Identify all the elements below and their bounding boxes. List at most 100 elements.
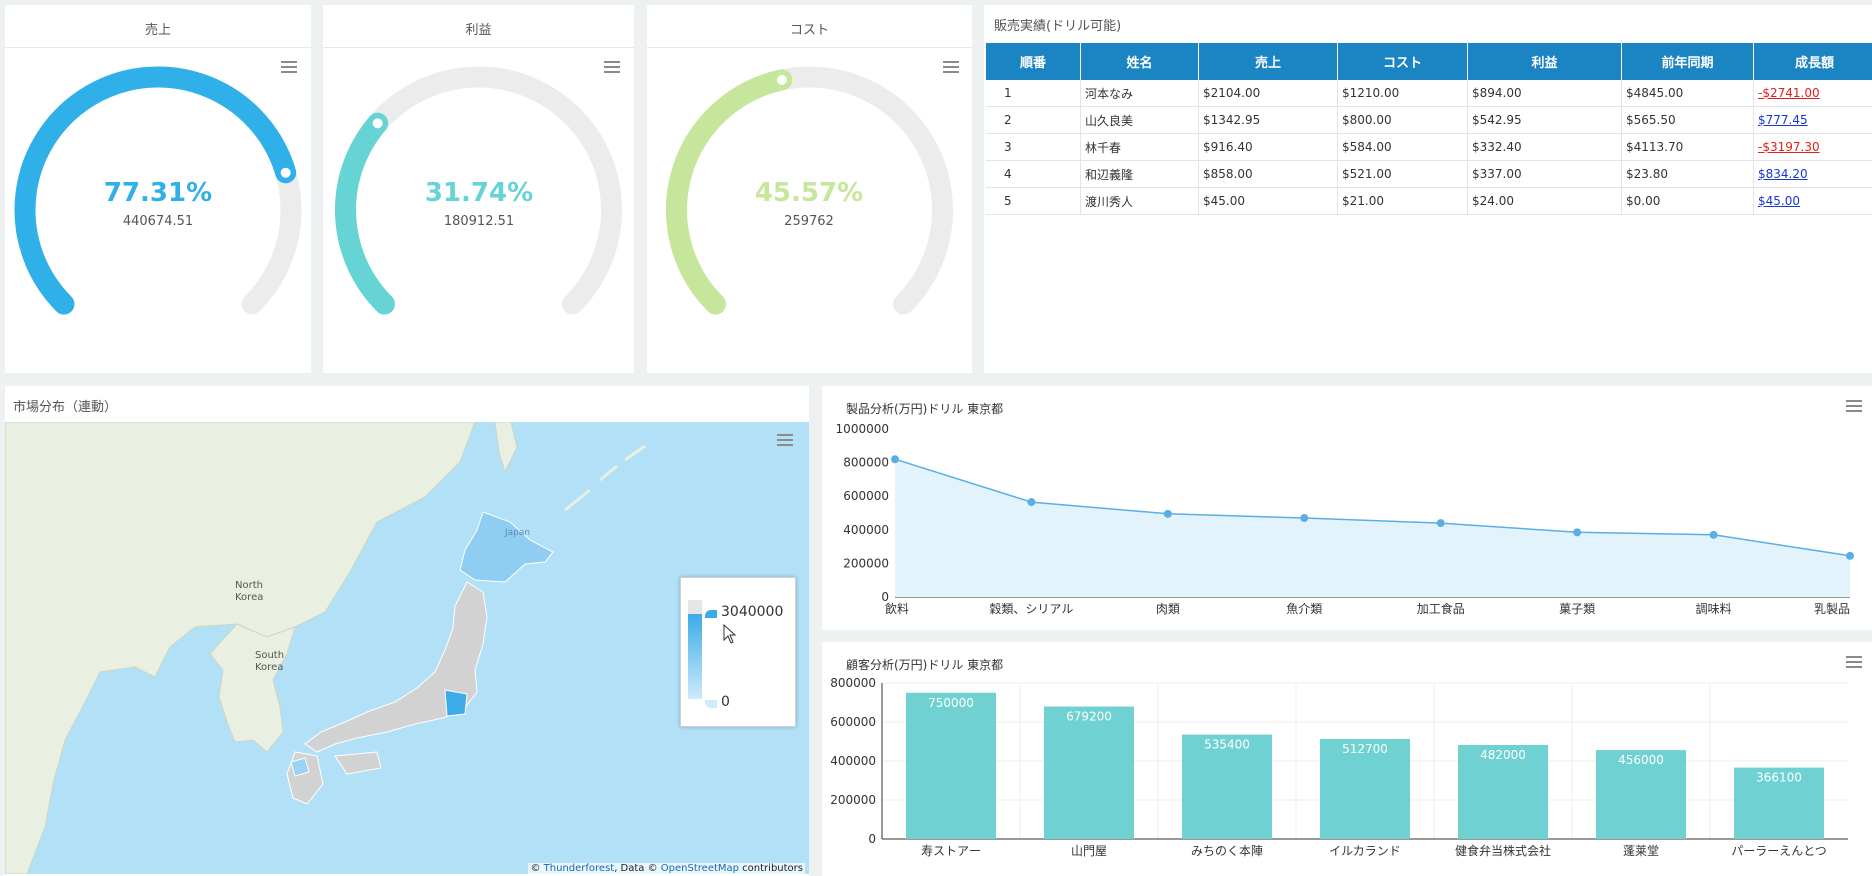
attribution-suffix: contributors (739, 863, 803, 874)
column-header[interactable]: 前年同期 (1621, 43, 1754, 80)
gauge-handle (368, 114, 387, 133)
menu-icon[interactable] (943, 61, 959, 73)
sakhalin-island (494, 422, 518, 474)
cell-sales: $2104.00 (1198, 80, 1338, 107)
column-header[interactable]: 姓名 (1080, 43, 1199, 80)
cell-last-year: $565.50 (1621, 106, 1754, 134)
label-japan: Japan (505, 528, 531, 538)
menu-icon[interactable] (1846, 400, 1862, 412)
menu-icon[interactable] (1846, 656, 1862, 668)
gauge-chart: 31.74% 180912.51 (335, 66, 622, 315)
cell-growth: $45.00 (1753, 187, 1872, 215)
map-canvas[interactable]: Japan North Korea South Korea © Thunderf… (5, 422, 809, 874)
bar (1734, 767, 1824, 839)
column-header[interactable]: 利益 (1467, 43, 1622, 80)
table-row[interactable]: 4 和辺義隆 $858.00 $521.00 $337.00 $23.80 $8… (986, 160, 1872, 188)
column-header[interactable]: 売上 (1198, 43, 1338, 80)
data-point (1846, 551, 1854, 560)
visual-map-legend[interactable]: 3040000 0 (680, 577, 796, 727)
chart-title: 顧客分析(万円)ドリル 東京都 (846, 658, 1004, 672)
map-tiles (5, 422, 646, 874)
y-tick-label: 600000 (843, 489, 889, 503)
cell-cost: $521.00 (1337, 160, 1468, 188)
cell-profit: $894.00 (1467, 80, 1622, 107)
gauge-handle (772, 70, 791, 89)
column-header[interactable]: 順番 (986, 43, 1081, 80)
legend-handle-top[interactable] (705, 610, 717, 618)
series-line (894, 458, 1851, 557)
cell-index: 2 (986, 106, 1081, 134)
growth-link[interactable]: $834.20 (1758, 167, 1808, 181)
x-tick-label: パーラーえんとつ (1731, 844, 1827, 858)
cell-sales: $858.00 (1198, 160, 1338, 188)
gauge-progress-arc (335, 112, 395, 315)
osm-link[interactable]: OpenStreetMap (660, 863, 739, 874)
attribution-prefix: © (530, 863, 544, 874)
x-tick-label: みちのく本陣 (1191, 844, 1263, 858)
table-row[interactable]: 2 山久良美 $1342.95 $800.00 $542.95 $565.50 … (986, 106, 1872, 134)
bar (1182, 734, 1272, 839)
data-label: 366100 (1756, 771, 1802, 785)
column-header[interactable]: コスト (1337, 43, 1468, 80)
divider (647, 47, 972, 48)
table-row[interactable]: 3 林千春 $916.40 $584.00 $332.40 $4113.70 -… (986, 133, 1872, 161)
menu-icon[interactable] (281, 61, 297, 73)
data-point (1163, 509, 1172, 518)
x-tick-label: 魚介類 (1286, 602, 1322, 616)
growth-link[interactable]: $777.45 (1758, 113, 1808, 127)
cell-growth: $777.45 (1753, 106, 1872, 134)
product-chart-panel: 製品分析(万円)ドリル 東京都 0 200000 400000 600000 80000… (822, 386, 1872, 630)
column-header[interactable]: 成長額 (1753, 43, 1872, 80)
hokkaido (459, 511, 554, 583)
table-row[interactable]: 1 河本なみ $2104.00 $1210.00 $894.00 $4845.0… (986, 80, 1872, 107)
growth-link[interactable]: $45.00 (1758, 194, 1800, 208)
kyushu-highlight (290, 757, 310, 777)
legend-gradient-bar[interactable] (688, 614, 702, 699)
y-tick-label: 800000 (843, 456, 889, 470)
chart-title: 製品分析(万円)ドリル 東京都 (846, 402, 1004, 416)
cell-name: 山久良美 (1080, 106, 1199, 134)
panel-title: 市場分布（連動） (13, 400, 118, 415)
gauge-handle (276, 163, 295, 182)
cell-last-year: $4113.70 (1621, 133, 1754, 161)
customer-bar-chart[interactable]: 0 200000 400000 600000 800000 750000 寿ストアー 6792… (822, 642, 1872, 876)
data-label: 456000 (1618, 753, 1664, 767)
y-tick-label: 0 (881, 590, 889, 604)
bar (1458, 745, 1548, 839)
cell-cost: $21.00 (1337, 187, 1468, 215)
cell-name: 和辺義隆 (1080, 160, 1199, 188)
data-label: 679200 (1066, 710, 1112, 724)
growth-link[interactable]: -$3197.30 (1758, 140, 1820, 154)
legend-handle-bottom[interactable] (705, 700, 717, 708)
thunderforest-link[interactable]: Thunderforest (543, 863, 615, 874)
menu-icon[interactable] (604, 61, 620, 73)
data-point (1573, 528, 1582, 537)
x-tick-label: 健食弁当株式会社 (1455, 843, 1551, 858)
growth-link[interactable]: -$2741.00 (1758, 86, 1820, 100)
shikoku (334, 751, 382, 775)
divider (323, 47, 634, 48)
cell-profit: $332.40 (1467, 133, 1622, 161)
gauge-percent: 45.57% (755, 178, 863, 208)
gauge-panel-sales: 売上 77.31% 440674.51 (5, 5, 311, 373)
cell-growth: $834.20 (1753, 160, 1872, 188)
gauge-progress-arc (666, 69, 793, 315)
table-header-row: 順番 姓名 売上 コスト 利益 前年同期 成長額 (986, 43, 1872, 80)
panel-title: 販売実績(ドリル可能) (994, 19, 1122, 34)
data-point (1027, 498, 1036, 507)
x-tick-label: 調味料 (1696, 602, 1732, 616)
menu-icon[interactable] (777, 434, 793, 446)
gauge-title: 利益 (465, 23, 492, 38)
data-point (891, 455, 899, 464)
cell-sales: $916.40 (1198, 133, 1338, 161)
area-fill (895, 459, 1850, 597)
y-tick-label: 0 (868, 832, 876, 846)
product-line-chart[interactable]: 0 200000 400000 600000 800000 1000000 飲料 穀類、シリア… (822, 386, 1872, 630)
data-label: 535400 (1204, 738, 1250, 752)
cell-profit: $337.00 (1467, 160, 1622, 188)
gauge-percent: 31.74% (425, 178, 533, 208)
cell-cost: $800.00 (1337, 106, 1468, 134)
cursor-icon (723, 624, 737, 644)
label-south-korea-line2: Korea (255, 662, 284, 673)
table-row[interactable]: 5 渡川秀人 $45.00 $21.00 $24.00 $0.00 $45.00 (986, 187, 1872, 215)
